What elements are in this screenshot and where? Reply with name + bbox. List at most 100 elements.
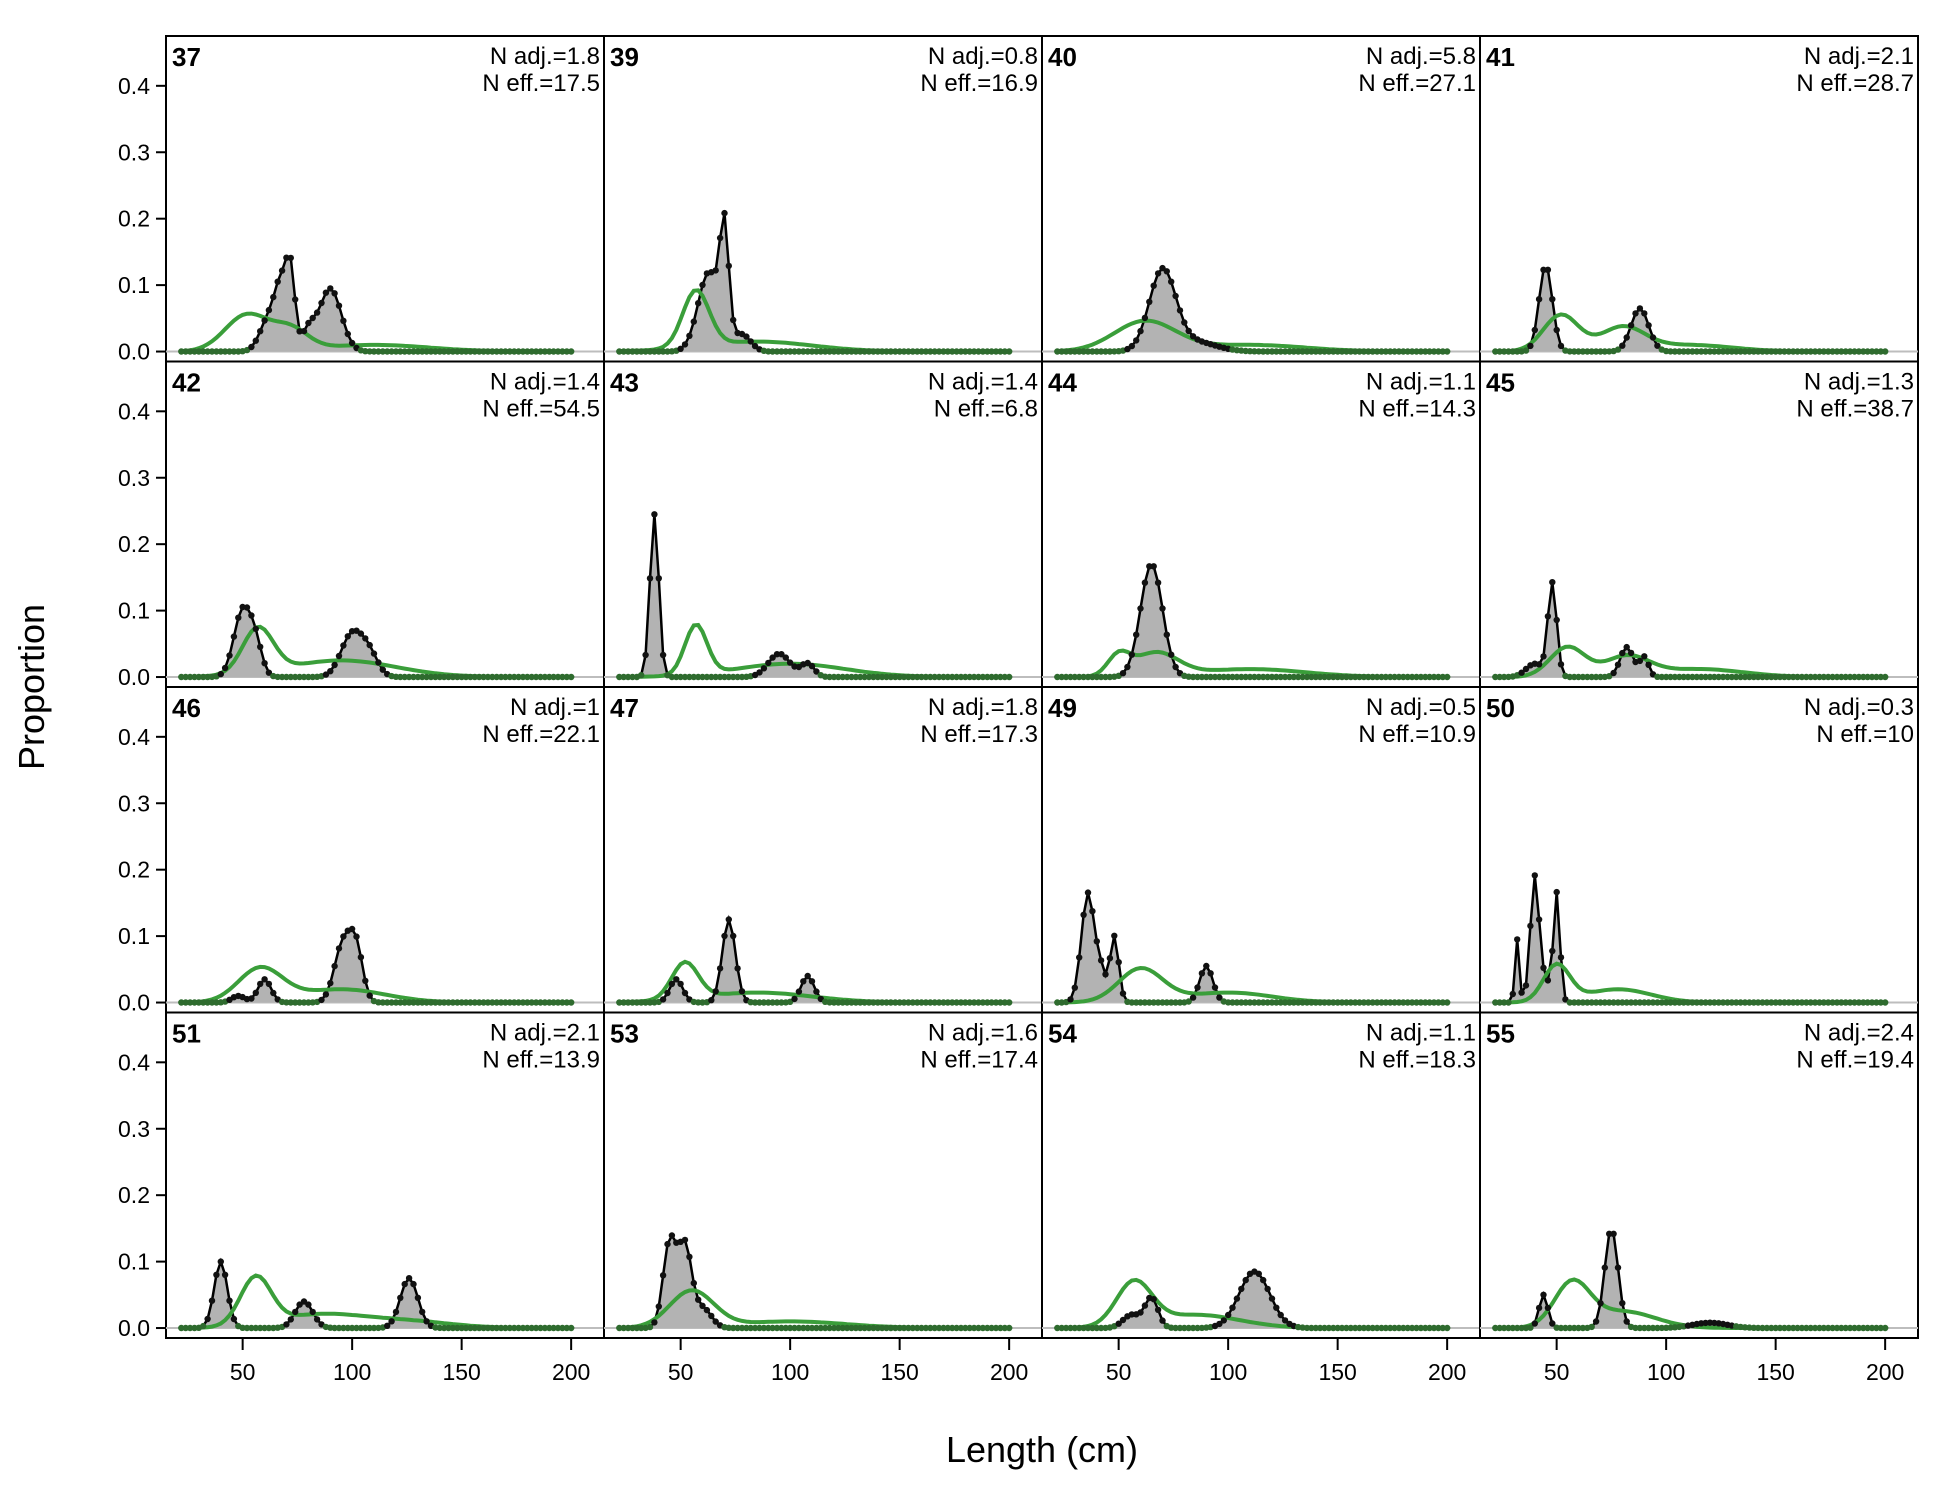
observed-point <box>909 1324 916 1332</box>
observed-point <box>1299 348 1306 355</box>
observed-point <box>1413 1324 1420 1332</box>
observed-point <box>734 1324 741 1332</box>
observed-point <box>362 977 369 984</box>
n-adj-label: N adj.=1.8 <box>928 694 1038 721</box>
observed-point <box>427 999 435 1006</box>
observed-point <box>716 673 724 681</box>
observed-point <box>826 348 833 355</box>
observed-area <box>619 514 1010 678</box>
observed-point <box>252 625 259 633</box>
observed-point <box>1172 663 1179 671</box>
observed-point <box>1654 342 1661 349</box>
observed-point <box>405 1275 413 1282</box>
observed-point <box>1062 673 1070 681</box>
observed-point <box>1430 348 1438 355</box>
observed-point <box>1592 348 1600 355</box>
observed-point <box>900 673 908 681</box>
observed-point <box>1645 322 1652 329</box>
observed-point <box>751 999 759 1006</box>
observed-point <box>1776 673 1784 681</box>
observed-point <box>1273 1304 1280 1311</box>
observed-point <box>432 999 439 1006</box>
observed-point <box>568 999 575 1006</box>
observed-point <box>1198 970 1206 977</box>
observed-point <box>1829 348 1836 355</box>
observed-point <box>668 980 676 988</box>
panel-49: 49 N adj.=0.5N eff.=10.9 <box>1041 686 1481 1014</box>
observed-point <box>931 1324 938 1332</box>
observed-point <box>1518 989 1525 996</box>
observed-point <box>738 988 746 995</box>
observed-point <box>1141 579 1149 586</box>
observed-point <box>1058 1324 1065 1332</box>
observed-point <box>292 673 299 681</box>
observed-point <box>786 1324 794 1332</box>
observed-point <box>817 348 824 355</box>
observed-point <box>195 673 202 681</box>
observed-point <box>699 673 706 681</box>
observed-point <box>300 999 308 1006</box>
observed-point <box>616 673 623 681</box>
observed-point <box>1369 1324 1376 1332</box>
observed-point <box>1737 673 1744 681</box>
observed-point <box>524 999 531 1006</box>
observed-point <box>773 651 781 658</box>
observed-point <box>949 999 956 1006</box>
observed-point <box>1641 653 1648 660</box>
observed-point <box>1518 669 1525 676</box>
observed-point <box>786 659 794 666</box>
observed-point <box>839 348 846 355</box>
observed-point <box>865 673 873 681</box>
observed-point <box>1084 348 1092 355</box>
observed-point <box>1150 999 1157 1006</box>
x-tick-label: 100 <box>333 1359 371 1385</box>
observed-point <box>401 348 408 355</box>
observed-point <box>1181 319 1188 326</box>
observed-point <box>1776 999 1784 1006</box>
observed-point <box>1163 268 1171 275</box>
observed-point <box>454 1324 461 1332</box>
observed-point <box>270 989 277 997</box>
observed-point <box>887 673 895 681</box>
observed-point <box>489 348 496 355</box>
observed-point <box>1154 1306 1162 1314</box>
observed-point <box>1054 999 1061 1006</box>
observed-point <box>528 673 535 681</box>
observed-point <box>265 1324 273 1332</box>
observed-point <box>265 306 273 314</box>
observed-point <box>1102 971 1109 978</box>
observed-point <box>1001 348 1008 355</box>
x-tick-label: 150 <box>442 1359 480 1385</box>
observed-point <box>559 348 566 355</box>
observed-point <box>454 673 461 681</box>
observed-point <box>1172 1324 1179 1332</box>
observed-point <box>248 612 255 619</box>
observed-point <box>1820 1324 1828 1332</box>
observed-point <box>1636 657 1644 665</box>
observed-point <box>1794 999 1801 1006</box>
observed-point <box>909 999 916 1006</box>
observed-point <box>1080 348 1087 355</box>
observed-area <box>1495 1233 1886 1329</box>
observed-line <box>1057 565 1448 679</box>
observed-point <box>817 1324 824 1332</box>
observed-point <box>1325 348 1333 355</box>
observed-point <box>348 339 356 347</box>
observed-point <box>944 1324 951 1332</box>
observed-point <box>1137 999 1144 1006</box>
observed-point <box>1641 310 1648 317</box>
observed-point <box>568 1324 575 1332</box>
observed-point <box>1803 673 1810 681</box>
observed-point <box>1728 673 1736 681</box>
observed-point <box>1759 348 1766 355</box>
observed-point <box>1781 348 1788 355</box>
observed-point <box>287 999 294 1006</box>
observed-point <box>445 673 452 681</box>
observed-point <box>1290 673 1298 681</box>
observed-point <box>1360 673 1368 681</box>
observed-point <box>1146 563 1153 570</box>
observed-point <box>813 1324 820 1332</box>
y-tick-label: 0.0 <box>118 664 150 690</box>
observed-point <box>870 1324 877 1332</box>
observed-point <box>362 635 369 642</box>
